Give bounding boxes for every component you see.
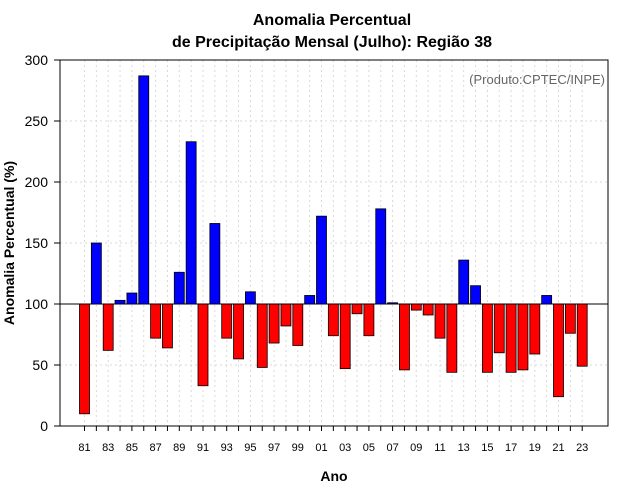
y-tick-label: 50 bbox=[32, 357, 48, 373]
bar-16 bbox=[493, 303, 505, 354]
bar-91 bbox=[197, 303, 209, 387]
x-tick-label: 21 bbox=[552, 442, 564, 454]
x-tick-label: 99 bbox=[292, 442, 304, 454]
bar-02 bbox=[327, 303, 339, 337]
bar-12 bbox=[446, 303, 458, 373]
x-tick-label: 97 bbox=[268, 442, 280, 454]
bar-09 bbox=[410, 303, 422, 311]
y-axis: 0 50 100 150 200 250 300 bbox=[25, 52, 60, 434]
bar-84 bbox=[114, 299, 126, 305]
y-tick-label: 0 bbox=[40, 418, 48, 434]
bar-21 bbox=[553, 303, 564, 398]
bar-08 bbox=[399, 303, 410, 371]
x-tick-label: 19 bbox=[529, 442, 541, 454]
bar-93 bbox=[221, 303, 233, 339]
bar-83 bbox=[102, 303, 114, 351]
bar-85 bbox=[126, 292, 138, 305]
y-axis-label: Anomalia Percentual (%) bbox=[1, 161, 17, 325]
y-tick-label: 100 bbox=[25, 296, 49, 312]
y-tick-label: 150 bbox=[25, 235, 49, 251]
bars bbox=[79, 75, 588, 415]
x-tick-label: 83 bbox=[102, 442, 114, 454]
bar-00 bbox=[304, 295, 316, 305]
bar-18 bbox=[517, 303, 529, 371]
bar-01 bbox=[316, 215, 327, 305]
y-tick-label: 300 bbox=[25, 52, 49, 68]
bar-03 bbox=[339, 303, 351, 370]
x-tick-label: 95 bbox=[244, 442, 256, 454]
x-axis-label: Ano bbox=[320, 468, 347, 484]
x-axis: 81 83 85 87 89 91 93 95 97 99 01 03 05 07 09 11 13 15 17 19… bbox=[78, 426, 588, 454]
bar-87 bbox=[150, 303, 162, 339]
bar-97 bbox=[268, 303, 280, 344]
x-tick-label: 87 bbox=[149, 442, 161, 454]
bar-15 bbox=[481, 303, 493, 373]
bar-22 bbox=[564, 303, 576, 334]
bar-11 bbox=[434, 303, 446, 339]
credit-annotation: (Produto:CPTEC/INPE) bbox=[469, 72, 605, 87]
x-tick-label: 23 bbox=[576, 442, 588, 454]
bar-82 bbox=[90, 242, 102, 305]
bar-17 bbox=[505, 303, 517, 373]
bar-92 bbox=[209, 223, 221, 305]
x-tick-label: 03 bbox=[339, 442, 351, 454]
y-tick-label: 250 bbox=[25, 113, 49, 129]
x-tick-label: 81 bbox=[78, 442, 90, 454]
x-tick-label: 01 bbox=[315, 442, 327, 454]
bar-20 bbox=[541, 295, 553, 305]
y-tick-label: 200 bbox=[25, 174, 49, 190]
x-tick-label: 91 bbox=[197, 442, 209, 454]
x-tick-label: 93 bbox=[221, 442, 233, 454]
x-tick-label: 17 bbox=[505, 442, 517, 454]
bar-14 bbox=[470, 285, 481, 305]
bar-90 bbox=[185, 141, 197, 305]
bar-88 bbox=[162, 303, 173, 349]
bar-81 bbox=[79, 303, 90, 415]
bar-13 bbox=[458, 259, 470, 305]
x-tick-label: 89 bbox=[173, 442, 185, 454]
bar-98 bbox=[280, 303, 292, 327]
bar-06 bbox=[375, 208, 387, 305]
bar-19 bbox=[529, 303, 541, 355]
x-tick-label: 05 bbox=[363, 442, 375, 454]
bar-10 bbox=[422, 303, 434, 316]
chart-title-line-2: de Precipitação Mensal (Julho): Região 3… bbox=[172, 34, 492, 51]
chart-title-line-1: Anomalia Percentual bbox=[253, 12, 411, 29]
x-tick-label: 07 bbox=[386, 442, 398, 454]
x-tick-label: 13 bbox=[458, 442, 470, 454]
bar-05 bbox=[363, 303, 375, 337]
x-tick-label: 11 bbox=[434, 442, 445, 454]
bar-95 bbox=[244, 291, 256, 305]
x-tick-label: 15 bbox=[481, 442, 493, 454]
bar-86 bbox=[138, 75, 150, 305]
bar-96 bbox=[256, 303, 268, 368]
bar-94 bbox=[233, 303, 244, 360]
x-tick-label: 09 bbox=[410, 442, 422, 454]
x-tick-label: 85 bbox=[126, 442, 138, 454]
bar-89 bbox=[173, 271, 185, 305]
bar-04 bbox=[351, 303, 363, 315]
bar-99 bbox=[292, 303, 304, 346]
bar-23 bbox=[576, 303, 588, 367]
